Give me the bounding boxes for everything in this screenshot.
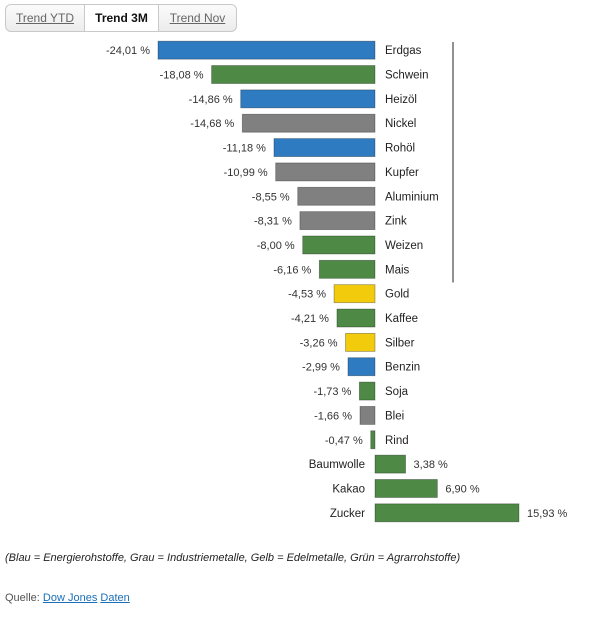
bar-weizen: [302, 235, 376, 255]
bar-erdgas: [157, 40, 376, 60]
commodity-bar-chart: -24,01 % Erdgas -18,08 % Schwein -14,86 % Hei…: [106, 40, 568, 523]
bar-gold: [333, 284, 376, 304]
category-label-schwein: Schwein: [385, 70, 428, 82]
category-label-heizoel: Heizöl: [385, 94, 417, 106]
bar-aluminium: [297, 186, 376, 206]
bar-blei: [359, 406, 376, 425]
category-label-zucker: Zucker: [330, 508, 365, 520]
value-label-nickel: -14,68 %: [190, 118, 234, 130]
value-label-rohoel: -11,18 %: [223, 143, 266, 155]
bar-kaffee: [336, 308, 376, 328]
value-label-gold: -4,53 %: [288, 289, 326, 301]
value-label-zink: -8,31 %: [254, 216, 292, 228]
value-label-schwein: -18,08 %: [160, 70, 204, 82]
category-label-mais: Mais: [385, 264, 410, 276]
value-label-silber: -3,26 %: [300, 337, 338, 349]
category-label-rind: Rind: [385, 435, 409, 447]
value-label-rind: -0,47 %: [325, 435, 363, 447]
tab-bar: Trend YTD Trend 3M Trend Nov: [5, 4, 237, 32]
value-label-kakao: 6,90 %: [445, 483, 479, 495]
category-label-kupfer: Kupfer: [385, 167, 419, 179]
bar-baumwolle: [374, 454, 406, 474]
category-label-kaffee: Kaffee: [385, 313, 418, 325]
category-label-erdgas: Erdgas: [385, 45, 422, 57]
category-label-kakao: Kakao: [332, 483, 365, 495]
value-label-mais: -6,16 %: [273, 264, 311, 276]
bar-kakao: [374, 479, 438, 498]
category-label-blei: Blei: [385, 410, 404, 422]
legend-note: (Blau = Energierohstoffe, Grau = Industr…: [5, 552, 461, 564]
value-label-kupfer: -10,99 %: [224, 167, 268, 179]
category-label-weizen: Weizen: [385, 240, 423, 252]
bar-heizoel: [240, 89, 376, 109]
bar-zink: [299, 211, 376, 231]
bar-nickel: [241, 113, 376, 133]
bar-rohoel: [273, 138, 376, 157]
source-line: Quelle: Dow Jones Daten: [5, 592, 130, 604]
category-label-nickel: Nickel: [385, 118, 416, 130]
bar-mais: [318, 259, 376, 279]
value-label-zucker: 15,93 %: [527, 508, 568, 520]
value-label-kaffee: -4,21 %: [291, 313, 329, 325]
bar-zucker: [374, 503, 520, 523]
source-link-dow-jones[interactable]: Dow Jones: [42, 592, 98, 604]
category-label-benzin: Benzin: [385, 362, 420, 374]
value-label-weizen: -8,00 %: [257, 240, 295, 252]
tab-trend-ytd[interactable]: Trend YTD: [6, 5, 85, 31]
category-label-gold: Gold: [385, 289, 409, 301]
category-label-soja: Soja: [385, 386, 409, 398]
value-label-baumwolle: 3,38 %: [414, 459, 448, 471]
value-label-aluminium: -8,55 %: [252, 191, 290, 203]
bar-schwein: [211, 65, 376, 84]
bar-benzin: [347, 357, 376, 377]
bar-silber: [345, 332, 376, 352]
category-label-zink: Zink: [385, 216, 407, 228]
value-label-soja: -1,73 %: [313, 386, 351, 398]
value-label-blei: -1,66 %: [314, 410, 352, 422]
category-label-baumwolle: Baumwolle: [309, 459, 365, 471]
value-label-erdgas: -24,01 %: [106, 45, 150, 57]
category-label-silber: Silber: [385, 337, 415, 349]
tab-trend-3m[interactable]: Trend 3M: [85, 5, 159, 31]
bar-kupfer: [275, 162, 376, 182]
category-label-rohoel: Rohöl: [385, 143, 415, 155]
value-label-benzin: -2,99 %: [302, 362, 340, 374]
tab-trend-nov[interactable]: Trend Nov: [169, 11, 226, 25]
bar-rind: [370, 430, 376, 450]
source-link-daten[interactable]: Daten: [100, 592, 130, 604]
source-prefix: Quelle:: [5, 592, 40, 604]
bar-soja: [358, 381, 376, 401]
category-label-aluminium: Aluminium: [385, 191, 439, 203]
value-label-heizoel: -14,86 %: [189, 94, 233, 106]
